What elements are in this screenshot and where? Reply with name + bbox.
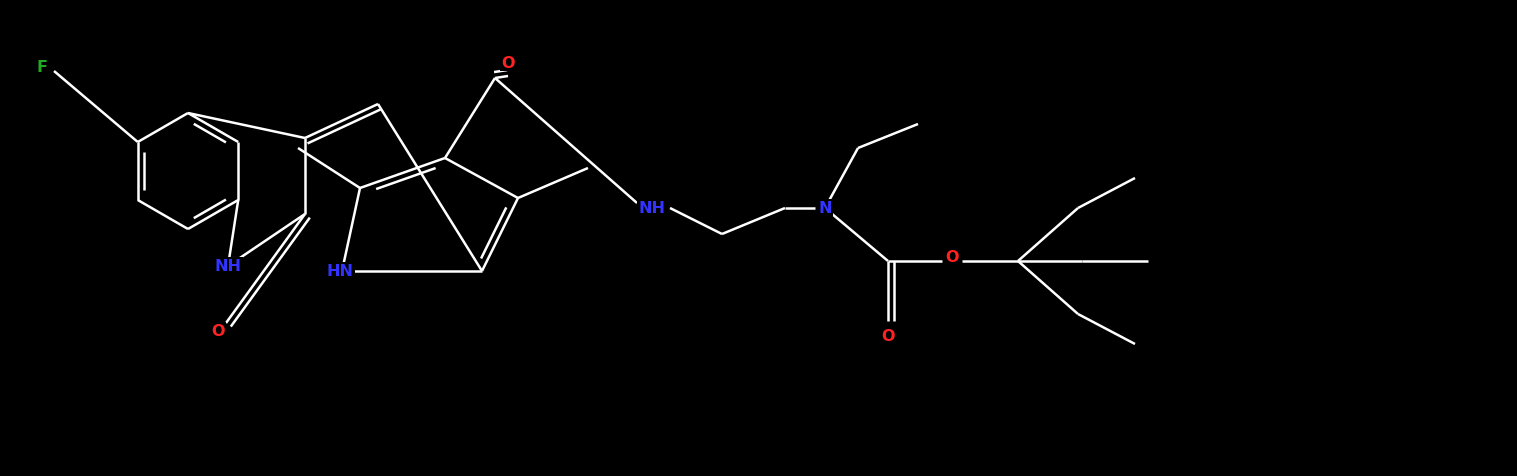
Text: O: O bbox=[945, 249, 959, 264]
Text: O: O bbox=[211, 324, 225, 339]
Text: NH: NH bbox=[639, 201, 666, 216]
Text: O: O bbox=[501, 55, 514, 70]
Text: NH: NH bbox=[214, 259, 241, 274]
Text: F: F bbox=[36, 60, 47, 74]
Text: O: O bbox=[881, 329, 895, 344]
Text: HN: HN bbox=[326, 264, 353, 279]
Text: N: N bbox=[818, 201, 831, 216]
